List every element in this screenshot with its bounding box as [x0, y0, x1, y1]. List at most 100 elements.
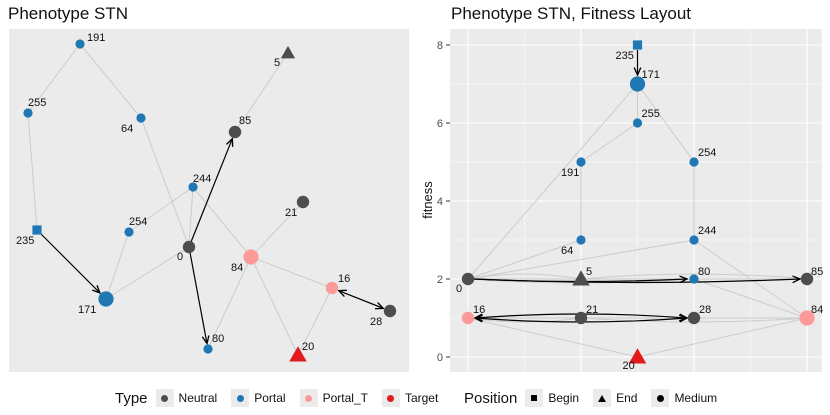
y-tick-label: 4 — [437, 196, 443, 208]
right-label-235: 235 — [616, 50, 634, 62]
left-edge-191-255 — [27, 43, 81, 114]
left-label-254: 254 — [129, 216, 147, 228]
left-node-20 — [289, 346, 307, 362]
left-label-16: 16 — [338, 273, 350, 285]
y-tick-label: 6 — [437, 118, 443, 130]
right-curve-0-5 — [467, 273, 582, 280]
position-legend: Position Begin End Medium — [464, 386, 731, 410]
right-edge-0-171 — [467, 83, 638, 280]
left-arrow-0-80 — [189, 252, 207, 343]
left-node-191 — [75, 39, 85, 49]
left-edge-84-20 — [250, 256, 299, 356]
right-node-244 — [689, 235, 699, 245]
right-node-28 — [687, 311, 701, 325]
right-node-16 — [461, 311, 475, 325]
left-label-171: 171 — [78, 304, 96, 316]
right-label-254: 254 — [698, 147, 716, 159]
target-dot-icon — [387, 394, 395, 402]
left-node-80 — [203, 344, 213, 354]
left-label-84: 84 — [231, 262, 243, 274]
type-legend-title: Type — [115, 389, 148, 407]
right-node-5 — [572, 270, 590, 286]
left-node-171 — [98, 291, 114, 307]
left-node-84 — [243, 249, 259, 265]
left-edge-64-0 — [140, 117, 190, 248]
legend-item-portal: Portal — [231, 389, 286, 407]
right-label-20: 20 — [623, 360, 635, 372]
y-tick-label: 2 — [437, 274, 443, 286]
left-label-244: 244 — [193, 173, 211, 185]
right-node-21 — [574, 311, 588, 325]
left-edge-0-171 — [105, 246, 190, 300]
y-axis-label: fitness — [420, 181, 435, 219]
left-edge-254-171 — [105, 231, 130, 300]
legend-item-end: End — [593, 389, 637, 407]
left-label-64: 64 — [121, 123, 133, 135]
right-label-28: 28 — [699, 304, 711, 316]
right-label-80: 80 — [698, 266, 710, 278]
portal-t-dot-icon — [305, 394, 313, 402]
left-arrow-0-85 — [190, 139, 232, 242]
left-node-255 — [23, 108, 33, 118]
right-label-85: 85 — [811, 266, 823, 278]
left-label-80: 80 — [212, 333, 224, 345]
right-node-171 — [629, 76, 646, 92]
right-panel-title: Phenotype STN, Fitness Layout — [451, 4, 692, 23]
left-node-244 — [188, 182, 198, 192]
left-label-0: 0 — [177, 251, 183, 263]
left-panel-background — [9, 29, 409, 372]
right-label-244: 244 — [698, 225, 716, 237]
right-label-255: 255 — [642, 108, 660, 120]
right-node-255 — [632, 118, 643, 128]
right-edge-16-20 — [467, 317, 638, 358]
left-edge-244-254 — [128, 186, 194, 233]
left-edge-191-64 — [79, 43, 142, 119]
right-node-235 — [632, 40, 643, 50]
type-legend: Type Neutral Portal Portal_T Target — [115, 386, 452, 410]
left-label-255: 255 — [28, 97, 46, 109]
left-label-5: 5 — [274, 57, 280, 69]
y-tick-label: 0 — [437, 352, 443, 364]
y-tick-label: 8 — [437, 40, 443, 52]
left-node-64 — [136, 113, 146, 123]
right-node-84 — [799, 310, 815, 326]
left-node-0 — [182, 240, 196, 254]
left-edge-84-80 — [207, 256, 252, 350]
left-label-21: 21 — [285, 207, 297, 219]
left-panel-title: Phenotype STN — [8, 4, 129, 23]
right-label-5: 5 — [586, 266, 592, 278]
left-edge-255-235 — [27, 112, 38, 231]
left-label-85: 85 — [239, 115, 251, 127]
right-label-191: 191 — [561, 167, 579, 179]
right-node-64 — [576, 235, 586, 245]
left-node-16 — [325, 281, 339, 295]
right-node-0 — [461, 272, 475, 286]
left-arrow-16-28 — [339, 291, 384, 309]
right-label-16: 16 — [473, 304, 485, 316]
right-label-171: 171 — [642, 69, 660, 81]
right-node-191 — [576, 157, 586, 167]
left-edge-84-16 — [250, 256, 333, 289]
neutral-dot-icon — [161, 394, 169, 402]
legend-item-begin: Begin — [525, 389, 579, 407]
left-edge-16-20 — [297, 287, 333, 356]
circle-icon — [656, 394, 664, 402]
right-node-80 — [689, 274, 699, 284]
position-legend-title: Position — [464, 389, 518, 407]
left-label-191: 191 — [87, 32, 105, 44]
left-node-85 — [228, 125, 242, 139]
left-node-28 — [383, 304, 397, 318]
legend-item-neutral: Neutral — [155, 389, 217, 407]
right-label-0: 0 — [456, 283, 462, 295]
left-arrow-235-171 — [39, 232, 100, 293]
triangle-icon — [598, 394, 607, 402]
left-node-5 — [280, 45, 296, 59]
right-arrow-0-85 — [473, 279, 800, 283]
right-node-85 — [800, 272, 814, 286]
right-label-64: 64 — [561, 245, 573, 257]
left-edge-244-0 — [188, 186, 194, 248]
left-label-20: 20 — [302, 341, 314, 353]
left-node-254 — [124, 227, 134, 237]
right-label-84: 84 — [811, 304, 823, 316]
